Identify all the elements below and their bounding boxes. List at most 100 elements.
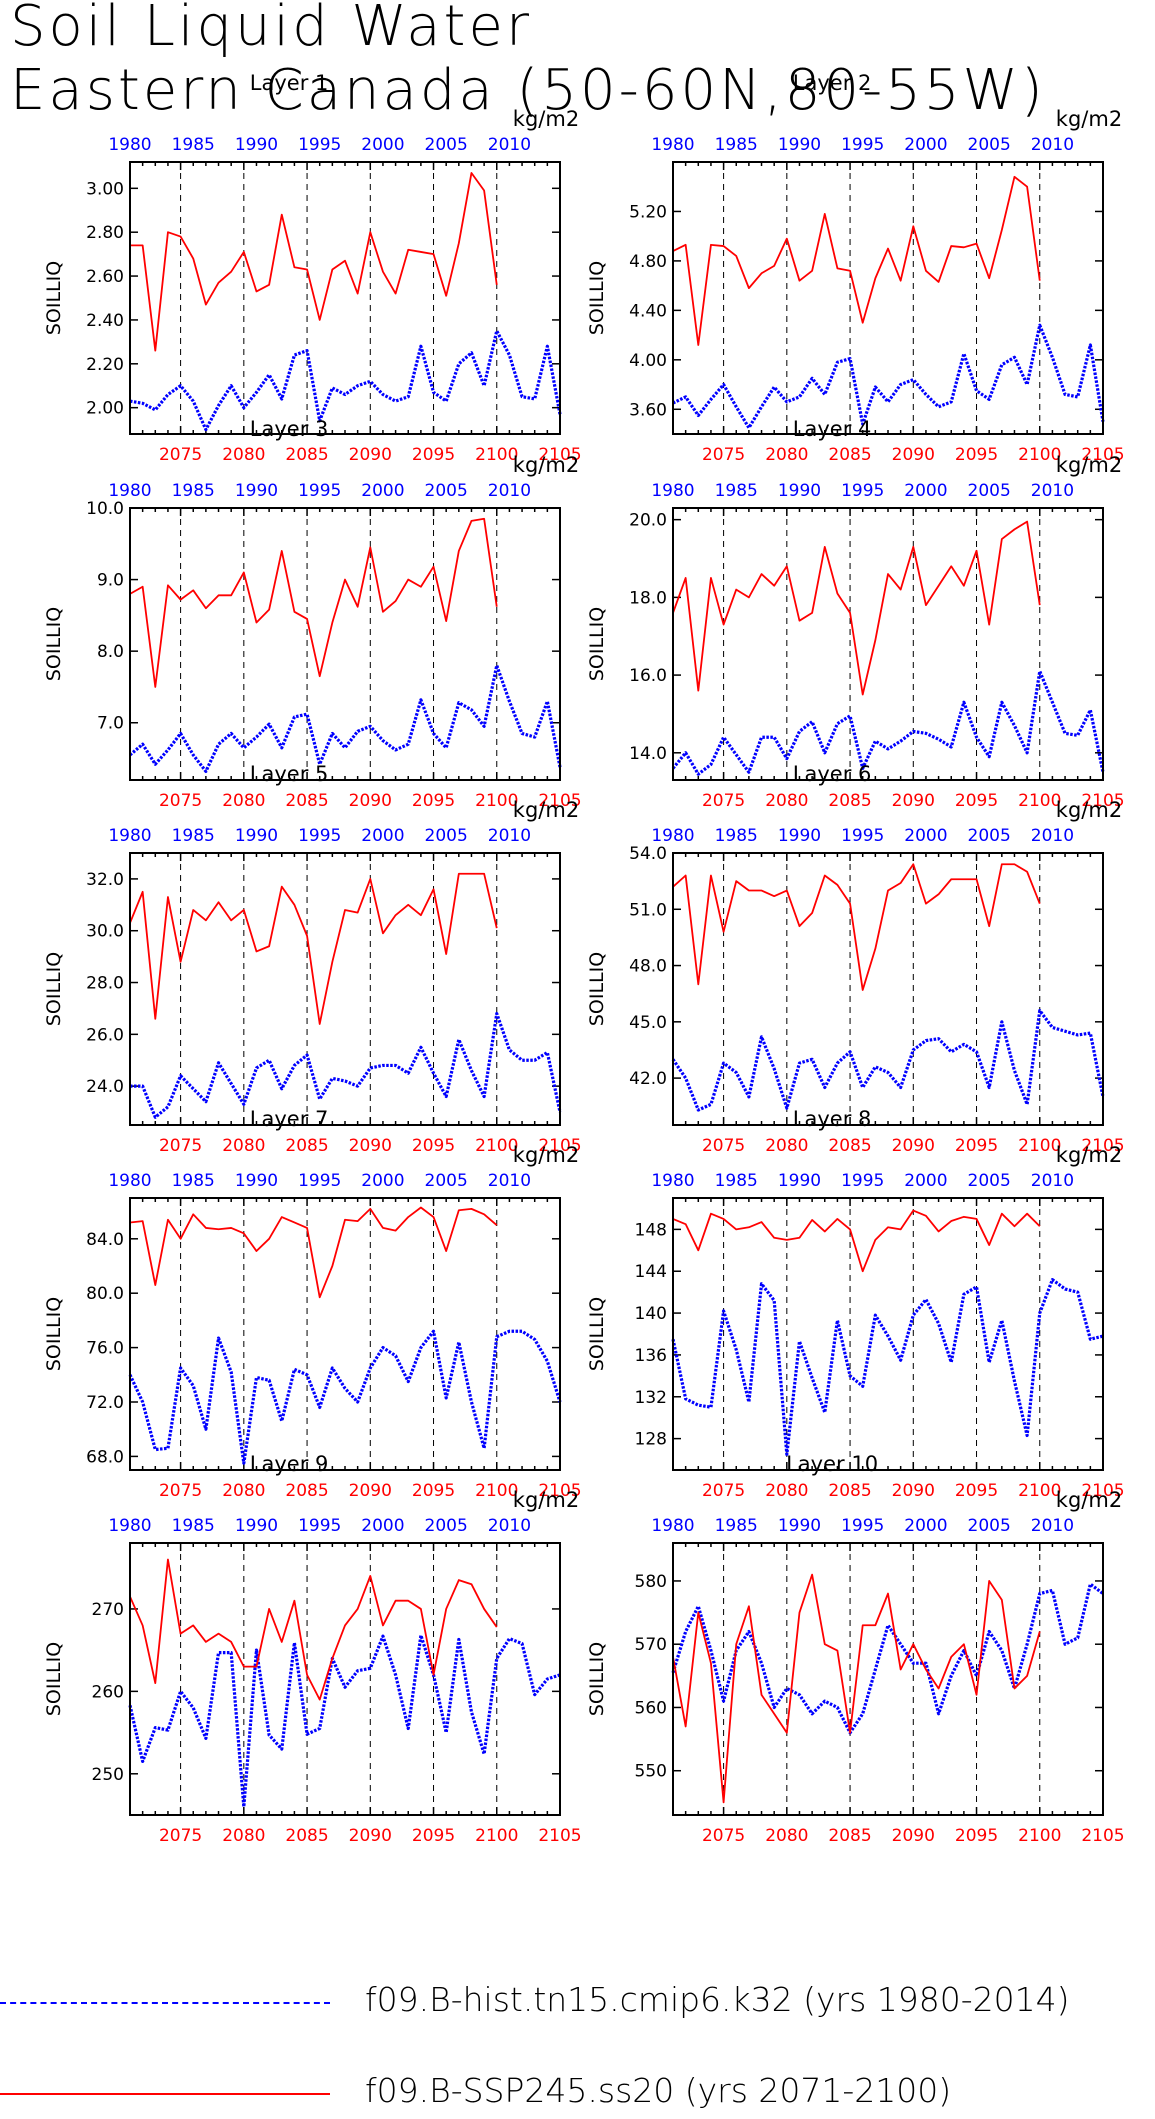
- bottom-tick-label: 2080: [222, 791, 265, 811]
- top-tick-label: 1995: [298, 1171, 341, 1191]
- panel-title: Layer 10: [786, 1452, 878, 1476]
- bottom-tick-label: 2080: [222, 1826, 265, 1846]
- chart-panel-7: Layer 7 kg/m2 SOILLIQ 2075 2080 2085 2090 2095 2…: [43, 1107, 582, 1501]
- plot-frame: [129, 852, 561, 1126]
- y-tick-label: 136: [635, 1346, 667, 1366]
- top-tick-label: 1990: [235, 481, 278, 501]
- top-tick-label: 2005: [968, 1171, 1011, 1191]
- top-tick-label: 1995: [298, 1516, 341, 1536]
- bottom-tick-label: 2095: [955, 1136, 998, 1156]
- top-tick-label: 2010: [1031, 826, 1074, 846]
- top-tick-label: 1990: [778, 135, 821, 155]
- panel-title: Layer 6: [793, 762, 872, 786]
- y-axis-label: SOILLIQ: [43, 1642, 65, 1716]
- top-tick-label: 2005: [968, 826, 1011, 846]
- bottom-tick-label: 2085: [828, 1481, 871, 1501]
- top-tick-label: 2005: [425, 1516, 468, 1536]
- chart-panel-6: Layer 6 kg/m2 SOILLIQ 2075 2080 2085 2090 2095 2…: [586, 762, 1125, 1156]
- y-tick-label: 2.40: [86, 311, 124, 331]
- units-label: kg/m2: [513, 798, 579, 822]
- bottom-tick-label: 2085: [285, 1481, 328, 1501]
- top-tick-label: 2000: [904, 826, 947, 846]
- y-tick-label: 54.0: [629, 844, 667, 864]
- bottom-tick-label: 2090: [349, 1136, 392, 1156]
- bottom-tick-label: 2090: [349, 1826, 392, 1846]
- series-hist-line: [128, 663, 562, 774]
- bottom-tick-label: 2105: [538, 1826, 581, 1846]
- top-tick-label: 1995: [841, 481, 884, 501]
- y-tick-label: 3.00: [86, 179, 124, 199]
- y-tick-label: 2.80: [86, 223, 124, 243]
- y-tick-label: 570: [635, 1635, 667, 1655]
- series-ssp-line: [672, 175, 1041, 346]
- bottom-tick-label: 2075: [159, 1826, 202, 1846]
- units-label: kg/m2: [1056, 798, 1122, 822]
- units-label: kg/m2: [513, 107, 579, 131]
- bottom-tick-label: 2105: [538, 1136, 581, 1156]
- y-tick-label: 550: [635, 1762, 667, 1782]
- bottom-tick-label: 2080: [765, 1481, 808, 1501]
- top-tick-label: 1985: [715, 135, 758, 155]
- y-tick-label: 42.0: [629, 1069, 667, 1089]
- chart-panel-1: Layer 1 kg/m2 SOILLIQ 2075 2080 2085 2090 2095 2…: [43, 71, 582, 465]
- series-hist-line: [130, 1012, 562, 1119]
- top-tick-label: 1980: [651, 135, 694, 155]
- bottom-tick-label: 2095: [955, 791, 998, 811]
- plot-frame: [672, 507, 1104, 781]
- plot-frame: [672, 852, 1104, 1126]
- top-tick-label: 1980: [651, 1516, 694, 1536]
- y-tick-label: 260: [92, 1682, 124, 1702]
- legend-hist-swatch: [0, 2002, 330, 2004]
- panel-title: Layer 3: [250, 417, 329, 441]
- bottom-tick-label: 2095: [412, 1481, 455, 1501]
- y-tick-label: 148: [635, 1220, 667, 1240]
- bottom-tick-label: 2100: [1018, 791, 1061, 811]
- bottom-tick-label: 2105: [1081, 1481, 1124, 1501]
- bottom-tick-label: 2095: [955, 1826, 998, 1846]
- chart-panel-4: Layer 4 kg/m2 SOILLIQ 2075 2080 2085 2090 2095 2…: [586, 417, 1125, 811]
- bottom-tick-label: 2090: [892, 1481, 935, 1501]
- top-tick-label: 1980: [651, 481, 694, 501]
- top-tick-label: 1980: [108, 1516, 151, 1536]
- y-tick-label: 80.0: [86, 1284, 124, 1304]
- plot-frame: [129, 161, 561, 435]
- y-tick-label: 2.60: [86, 267, 124, 287]
- chart-panel-3: Layer 3 kg/m2 SOILLIQ 2075 2080 2085 2090 2095 2…: [43, 417, 582, 811]
- y-tick-label: 140: [635, 1304, 667, 1324]
- bottom-tick-label: 2075: [702, 445, 745, 465]
- y-tick-label: 30.0: [86, 922, 124, 942]
- chart-panel-5: Layer 5 kg/m2 SOILLIQ 2075 2080 2085 2090 2095 2…: [43, 762, 582, 1156]
- bottom-tick-label: 2095: [955, 1481, 998, 1501]
- bottom-tick-label: 2085: [828, 445, 871, 465]
- top-tick-label: 1985: [172, 1516, 215, 1536]
- bottom-tick-label: 2080: [222, 1481, 265, 1501]
- series-hist-line: [671, 1277, 1104, 1456]
- top-tick-label: 1995: [841, 1516, 884, 1536]
- units-label: kg/m2: [513, 453, 579, 477]
- y-tick-label: 26.0: [86, 1025, 124, 1045]
- chart-panel-10: Layer 10 kg/m2 SOILLIQ 2075 2080 2085 2090 2095…: [586, 1452, 1125, 1846]
- bottom-tick-label: 2100: [475, 1481, 518, 1501]
- legend-ssp-label: f09.B-SSP245.ss20 (yrs 2071-2100): [365, 2071, 952, 2110]
- bottom-tick-label: 2075: [702, 1136, 745, 1156]
- y-tick-label: 2.00: [86, 399, 124, 419]
- top-tick-label: 1995: [841, 135, 884, 155]
- panel-title: Layer 8: [793, 1107, 872, 1131]
- plot-frame: [672, 1542, 1104, 1816]
- top-tick-label: 2010: [488, 826, 531, 846]
- top-tick-label: 2010: [488, 1516, 531, 1536]
- y-tick-label: 5.20: [629, 202, 667, 222]
- y-tick-label: 16.0: [629, 666, 667, 686]
- top-tick-label: 1990: [778, 826, 821, 846]
- bottom-tick-label: 2105: [538, 1481, 581, 1501]
- plot-frame: [129, 507, 561, 781]
- top-tick-label: 1990: [778, 481, 821, 501]
- y-tick-label: 560: [635, 1698, 667, 1718]
- top-tick-label: 1980: [651, 1171, 694, 1191]
- top-tick-label: 1980: [108, 135, 151, 155]
- top-tick-label: 1995: [298, 135, 341, 155]
- bottom-tick-label: 2080: [765, 791, 808, 811]
- series-hist-line: [671, 669, 1105, 776]
- top-tick-label: 1990: [235, 826, 278, 846]
- y-tick-label: 2.20: [86, 355, 124, 375]
